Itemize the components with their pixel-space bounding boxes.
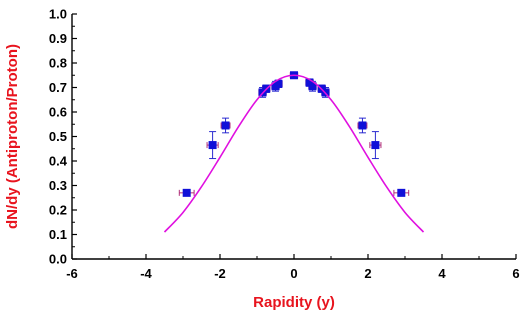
y-tick-label: 0.7 — [49, 80, 67, 95]
y-tick-label: 0.2 — [49, 203, 67, 218]
y-tick-label: 0.3 — [49, 178, 67, 193]
y-tick-label: 0.1 — [49, 227, 67, 242]
data-point — [371, 141, 380, 150]
y-tick-label: 0.8 — [49, 56, 67, 71]
fit-curve — [163, 74, 425, 233]
x-tick-label: -4 — [140, 266, 152, 281]
x-tick-label: -2 — [214, 266, 226, 281]
x-tick-label: 2 — [364, 266, 371, 281]
y-tick-label: 0.6 — [49, 105, 67, 120]
y-tick-label: 0.0 — [49, 252, 67, 267]
y-tick-label: 0.5 — [49, 129, 67, 144]
data-point — [221, 121, 230, 130]
data-markers — [182, 71, 406, 197]
y-tick-label: 1.0 — [49, 7, 67, 22]
x-tick-label: 4 — [438, 266, 446, 281]
data-point — [397, 188, 406, 197]
tick-labels: -6 -4 -2 0 2 4 6 0.0 0.1 0.2 0.3 0.4 0.5 0.6 0.7 0.8 0.9… — [49, 7, 520, 282]
y-axis-title: dN/dy (Antiproton/Proton) — [4, 44, 21, 229]
y-tick-label: 0.4 — [49, 154, 68, 169]
data-point — [208, 141, 217, 150]
x-axis-title: Rapidity (y) — [253, 294, 335, 311]
x-tick-label: 0 — [290, 266, 297, 281]
data-point — [182, 188, 191, 197]
x-tick-label: -6 — [66, 266, 78, 281]
data-point — [358, 121, 367, 130]
axis-ticks — [71, 13, 517, 260]
x-tick-label: 6 — [512, 266, 519, 281]
data-point — [308, 82, 317, 91]
y-tick-label: 0.9 — [49, 31, 67, 46]
error-bars — [178, 72, 410, 196]
data-point — [274, 79, 283, 88]
